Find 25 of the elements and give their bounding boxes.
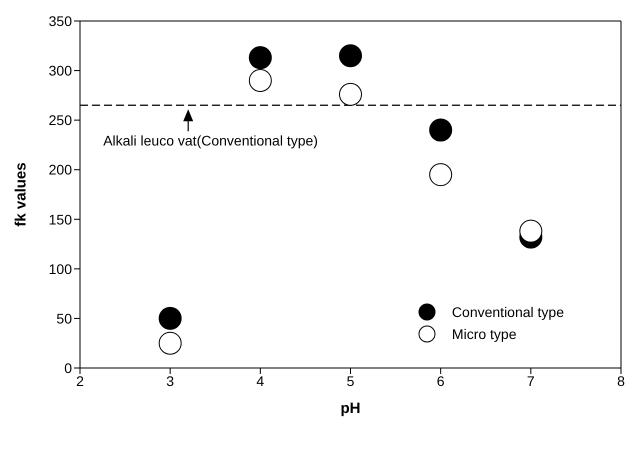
y-tick-label: 350 — [48, 12, 72, 29]
x-axis-title: pH — [340, 400, 360, 417]
y-axis-title: fk values — [12, 162, 30, 227]
y-tick-label: 200 — [48, 162, 72, 178]
y-tick-label: 250 — [48, 112, 72, 128]
x-tick-label: 8 — [617, 372, 626, 389]
x-tick-label: 6 — [436, 372, 445, 389]
y-tick-label: 300 — [48, 62, 72, 79]
x-tick-label: 5 — [346, 372, 355, 389]
y-tick-label: 0 — [64, 360, 72, 376]
point — [158, 306, 182, 330]
x-tick-label: 2 — [76, 372, 84, 389]
point — [519, 220, 542, 243]
x-tick-label: 7 — [526, 372, 535, 389]
legend-label: Micro type — [452, 326, 516, 342]
y-tick-label: 50 — [56, 310, 72, 326]
ref-line-label: Alkali leuco vat(Conventional type) — [103, 132, 318, 148]
point — [248, 46, 272, 70]
point — [429, 118, 452, 142]
legend-label: Conventional type — [452, 304, 564, 320]
y-tick-label: 100 — [48, 260, 72, 277]
x-tick-label: 4 — [256, 372, 264, 389]
y-tick-label: 150 — [48, 211, 72, 228]
x-tick-label: 3 — [166, 372, 174, 389]
point — [339, 44, 362, 68]
